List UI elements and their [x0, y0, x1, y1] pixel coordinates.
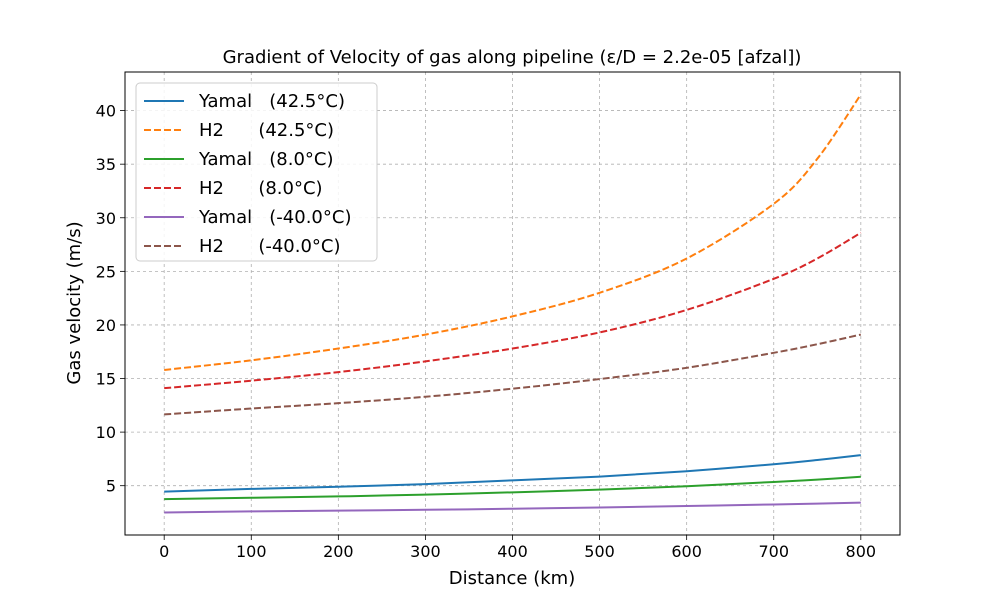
legend-label: Yamal (8.0°C)	[198, 149, 334, 170]
y-tick-label: 10	[96, 423, 116, 442]
x-tick-label: 400	[497, 542, 528, 561]
x-tick-label: 300	[410, 542, 441, 561]
y-axis-label: Gas velocity (m/s)	[64, 221, 85, 384]
series-line	[164, 333, 862, 416]
series-line	[164, 475, 861, 501]
series-line	[164, 231, 862, 390]
y-tick-label: 40	[96, 102, 116, 121]
x-tick-label: 800	[846, 542, 877, 561]
x-axis-label: Distance (km)	[449, 568, 575, 589]
y-tick-label: 15	[96, 370, 116, 389]
legend-label: Yamal (-40.0°C)	[198, 207, 351, 228]
legend-label: H2 (42.5°C)	[199, 120, 334, 141]
x-tick-label: 700	[758, 542, 789, 561]
legend-box	[135, 82, 378, 262]
legend-label: Yamal (42.5°C)	[198, 91, 345, 112]
legend: Yamal (42.5°C) H2 (42.5°C) Yamal (8.0°C) H2…	[135, 82, 378, 262]
chart-title: Gradient of Velocity of gas along pipeli…	[223, 47, 802, 68]
series-line	[164, 501, 861, 514]
y-tick-label: 20	[96, 316, 116, 335]
legend-label: H2 (-40.0°C)	[199, 236, 341, 257]
y-tick-label: 30	[96, 209, 116, 228]
series-line	[164, 454, 861, 493]
y-tick-label: 25	[96, 262, 116, 281]
x-tick-label: 500	[584, 542, 615, 561]
legend-label: H2 (8.0°C)	[199, 178, 323, 199]
x-tick-label: 600	[671, 542, 702, 561]
y-tick-label: 35	[96, 155, 116, 174]
x-tick-label: 100	[236, 542, 267, 561]
x-tick-label: 0	[159, 542, 169, 561]
y-tick-label: 5	[106, 477, 116, 496]
x-tick-label: 200	[323, 542, 354, 561]
